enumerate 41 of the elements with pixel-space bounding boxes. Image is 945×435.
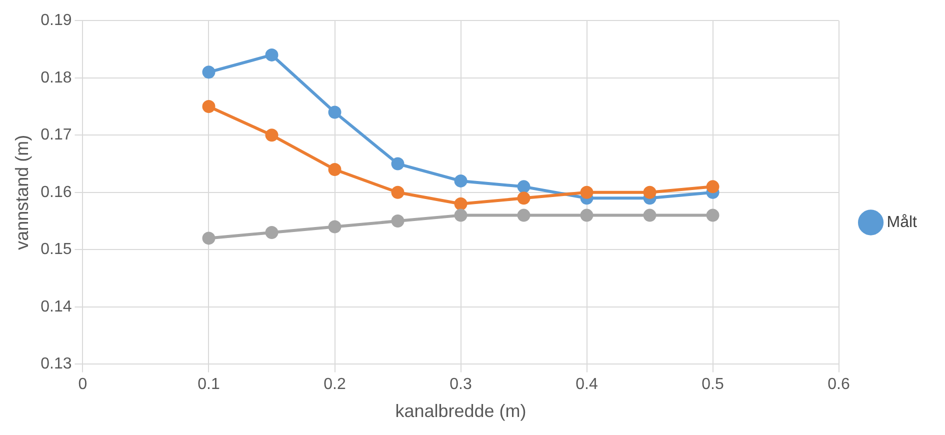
y-tick-label: 0.16 <box>40 184 72 201</box>
point <box>391 157 404 170</box>
point <box>202 66 216 79</box>
x-tick-label: 0.2 <box>324 376 346 394</box>
point <box>517 180 530 194</box>
point <box>328 220 342 234</box>
point <box>454 197 468 210</box>
y-tick-label: 0.14 <box>40 298 72 316</box>
point <box>643 208 656 222</box>
y-tick-label: 0.13 <box>40 356 72 373</box>
point <box>391 186 404 199</box>
point <box>391 214 404 228</box>
x-tick-label: 0.5 <box>702 376 724 394</box>
x-tick-label: 0.1 <box>198 376 220 394</box>
x-tick-label: 0 <box>78 376 88 394</box>
point <box>706 180 720 194</box>
x-tick-label: 0.6 <box>828 376 850 394</box>
point <box>265 128 278 142</box>
y-tick-label: 0.17 <box>40 126 72 144</box>
point <box>517 208 530 222</box>
x-tick-label: 0.4 <box>576 376 598 394</box>
point <box>454 208 468 222</box>
point <box>265 48 278 62</box>
point <box>202 232 216 245</box>
legend-label: Målt <box>886 214 918 231</box>
point <box>454 174 468 188</box>
y-tick-label: 0.19 <box>40 12 72 30</box>
point <box>328 106 342 119</box>
y-axis-title: vannstand (m) <box>12 134 32 250</box>
y-tick-label: 0.18 <box>40 69 72 86</box>
x-tick-label: 0.3 <box>450 376 472 394</box>
point <box>328 162 342 176</box>
point <box>517 192 530 205</box>
point <box>580 208 594 222</box>
point <box>706 208 720 222</box>
point <box>580 186 594 199</box>
x-axis-title: kanalbredde (m) <box>395 401 526 422</box>
point <box>265 226 278 239</box>
y-tick-label: 0.15 <box>40 241 72 258</box>
point <box>202 100 216 113</box>
point <box>643 186 656 199</box>
